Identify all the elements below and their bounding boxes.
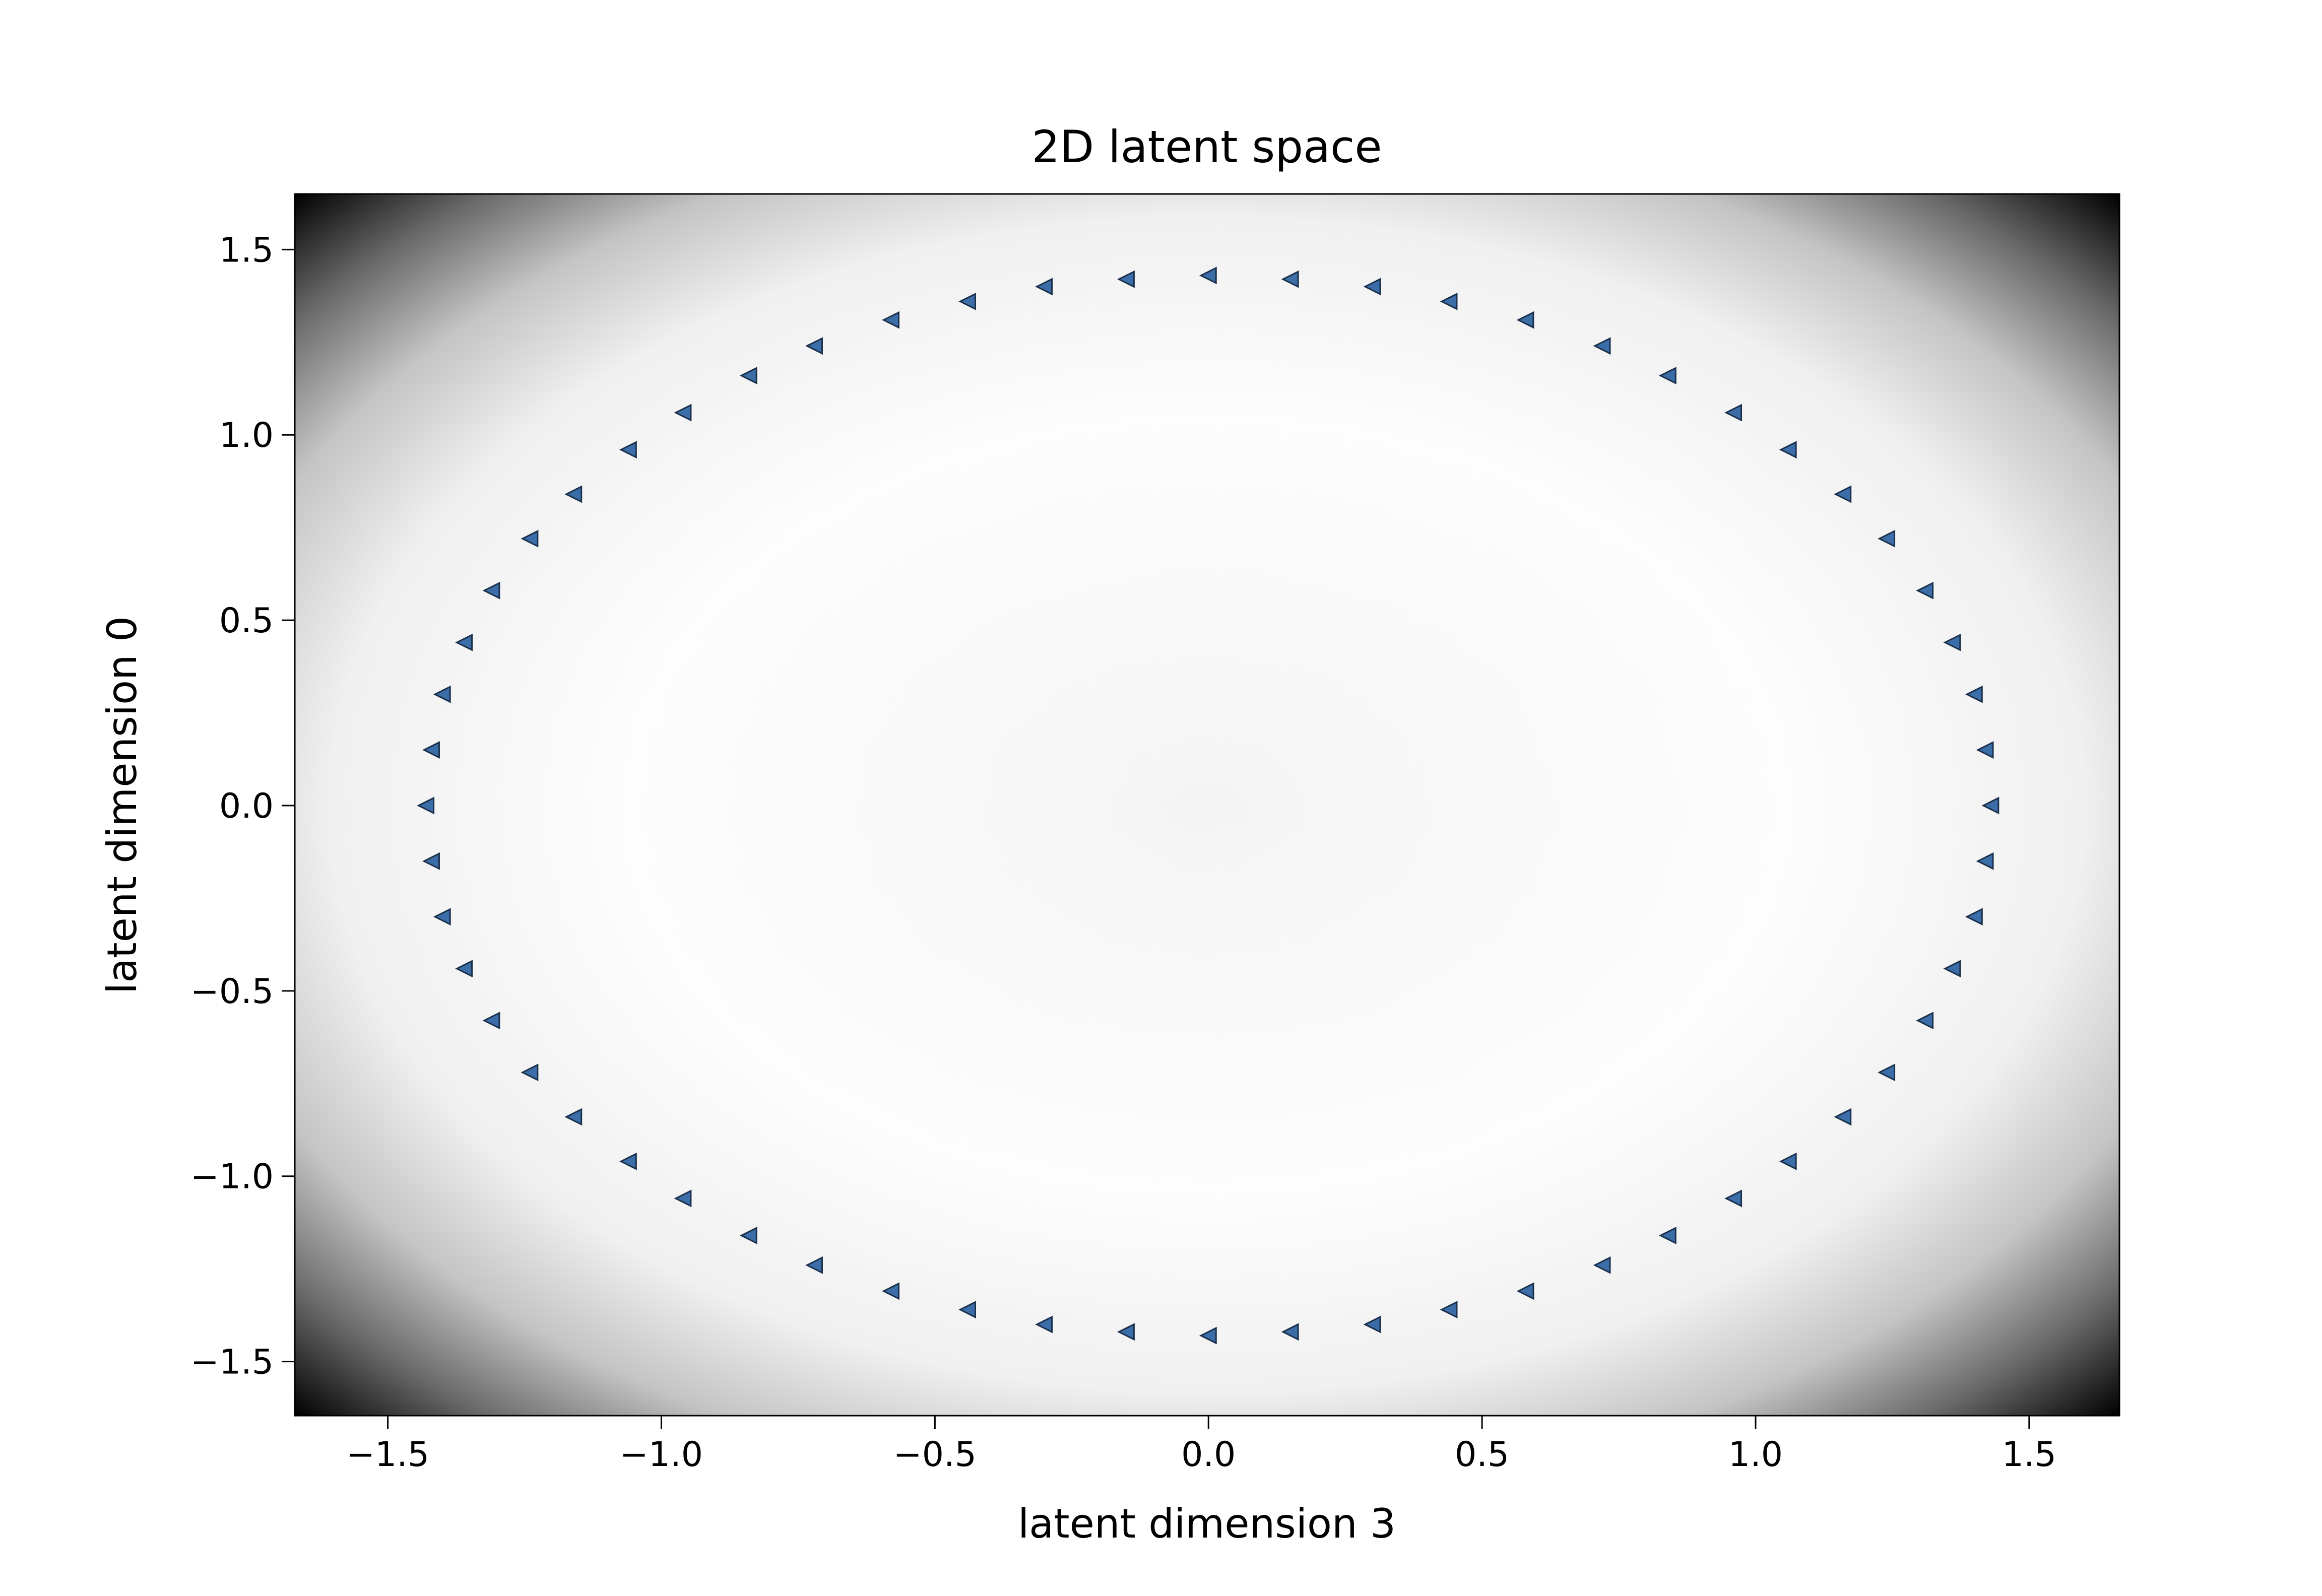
- scatter-point: [1943, 633, 1961, 651]
- scatter-point: [739, 367, 757, 384]
- x-tick-label: −0.5: [893, 1435, 977, 1475]
- x-tick-label: 1.0: [1728, 1435, 1783, 1475]
- scatter-point: [1658, 367, 1676, 384]
- scatter-point: [1281, 270, 1299, 288]
- scatter-point: [422, 852, 440, 870]
- scatter-point: [958, 292, 976, 310]
- scatter-point: [1965, 685, 1983, 703]
- y-tick-label: 0.0: [219, 786, 274, 826]
- scatter-point: [1199, 267, 1217, 285]
- scatter-point: [1035, 1315, 1053, 1334]
- scatter-point: [1976, 741, 1994, 759]
- scatter-point: [674, 404, 692, 422]
- scatter-point: [1916, 581, 1934, 600]
- scatter-point: [1593, 337, 1611, 355]
- scatter-point: [619, 1152, 637, 1170]
- scatter-point: [1516, 1282, 1534, 1300]
- scatter-point: [1779, 1152, 1797, 1170]
- scatter-point: [805, 1256, 823, 1274]
- x-tick-label: 0.0: [1181, 1435, 1236, 1475]
- y-tick-label: −0.5: [190, 972, 274, 1012]
- scatter-point: [882, 311, 899, 329]
- scatter-point: [433, 685, 451, 703]
- scatter-point: [1724, 404, 1743, 422]
- scatter-point: [805, 337, 823, 355]
- scatter-point: [1440, 1301, 1458, 1319]
- scatter-point: [482, 581, 500, 600]
- scatter-point: [482, 1012, 500, 1030]
- scatter-point: [1035, 278, 1053, 296]
- scatter-point: [1658, 1227, 1676, 1244]
- scatter-point: [521, 529, 539, 548]
- y-tick-label: −1.5: [190, 1343, 274, 1382]
- scatter-point: [1724, 1189, 1743, 1208]
- chart-title: 2D latent space: [1031, 121, 1382, 173]
- scatter-point: [1363, 1315, 1381, 1334]
- x-tick-label: −1.5: [346, 1435, 429, 1475]
- scatter-point: [1834, 1108, 1852, 1126]
- scatter-point: [1363, 278, 1381, 296]
- scatter-point: [1878, 529, 1896, 548]
- y-tick-label: −1.0: [190, 1157, 274, 1197]
- scatter-point: [1281, 1323, 1299, 1341]
- scatter-point: [1516, 311, 1534, 329]
- scatter-point: [1199, 1326, 1217, 1345]
- scatter-point: [1593, 1256, 1611, 1274]
- y-tick-label: 1.0: [219, 416, 274, 455]
- scatter-point: [958, 1301, 976, 1319]
- scatter-point: [455, 960, 473, 978]
- scatter-point: [1976, 852, 1994, 870]
- scatter-point: [1943, 960, 1961, 978]
- scatter-point: [1440, 292, 1458, 310]
- y-tick-label: 1.5: [219, 230, 274, 270]
- scatter-point: [739, 1227, 757, 1244]
- scatter-point: [1117, 270, 1135, 288]
- scatter-point: [1779, 441, 1797, 459]
- scatter-point: [417, 796, 435, 815]
- scatter-point: [674, 1189, 692, 1208]
- scatter-point: [422, 741, 440, 759]
- scatter-point: [619, 441, 637, 459]
- x-tick-label: −1.0: [620, 1435, 703, 1475]
- scatter-point: [882, 1282, 899, 1300]
- y-axis-label: latent dimension 0: [99, 616, 146, 994]
- scatter-point: [1916, 1012, 1934, 1030]
- scatter-point: [521, 1063, 539, 1082]
- scatter-point: [455, 633, 473, 651]
- scatter-point: [1981, 796, 2000, 815]
- scatter-point: [1117, 1323, 1135, 1341]
- scatter-point: [564, 1108, 583, 1126]
- y-tick-label: 0.5: [219, 601, 274, 641]
- scatter-point: [1834, 485, 1852, 503]
- scatter-point: [1965, 908, 1983, 926]
- density-background: [295, 194, 2119, 1416]
- scatter-point: [433, 908, 451, 926]
- scatter-point: [564, 485, 583, 503]
- x-tick-label: 0.5: [1455, 1435, 1509, 1475]
- scatter-point: [1878, 1063, 1896, 1082]
- x-axis-label: latent dimension 3: [1018, 1500, 1396, 1547]
- x-tick-label: 1.5: [2002, 1435, 2056, 1475]
